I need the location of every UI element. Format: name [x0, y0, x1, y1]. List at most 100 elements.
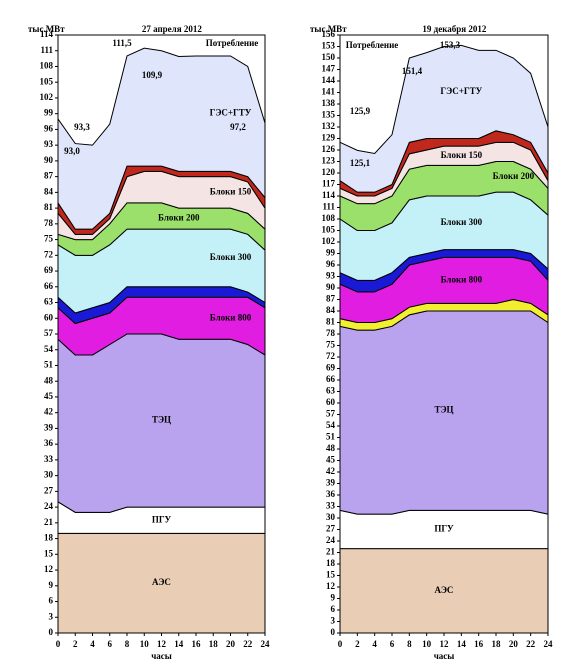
annotation: Потребление — [346, 40, 399, 50]
y-tick-label: 30 — [44, 470, 54, 480]
x-tick-label: 22 — [526, 639, 536, 649]
x-tick-label: 24 — [544, 639, 554, 649]
x-tick-label: 18 — [492, 639, 502, 649]
y-tick-label: 153 — [322, 41, 336, 51]
x-axis-label: часы — [151, 651, 172, 661]
area-label: Блоки 150 — [441, 150, 483, 160]
y-tick-label: 99 — [44, 108, 54, 118]
x-tick-label: 10 — [422, 639, 432, 649]
chart-title: 19 декабря 2012 — [422, 24, 486, 34]
y-tick-label: 123 — [322, 156, 336, 166]
y-tick-label: 54 — [326, 420, 336, 430]
y-tick-label: 93 — [326, 271, 336, 281]
annotation: 153,3 — [440, 40, 461, 50]
area-label: Блоки 200 — [493, 171, 535, 181]
y-tick-label: 15 — [44, 548, 54, 558]
y-tick-label: 84 — [44, 186, 54, 196]
x-tick-label: 0 — [56, 639, 61, 649]
y-tick-label: 60 — [326, 397, 336, 407]
chart-title: 27 апреля 2012 — [142, 24, 202, 34]
x-tick-label: 10 — [140, 639, 150, 649]
y-tick-label: 114 — [322, 190, 336, 200]
y-tick-label: 33 — [326, 501, 336, 511]
area-label: ГЭС+ГТУ — [440, 86, 482, 96]
area-label: Блоки 800 — [210, 312, 252, 322]
annotation: 125,9 — [350, 106, 371, 116]
y-tick-label: 51 — [44, 360, 54, 370]
y-tick-label: 21 — [326, 547, 336, 557]
y-tick-label: 132 — [322, 121, 336, 131]
y-tick-label: 84 — [326, 305, 336, 315]
x-tick-label: 6 — [390, 639, 395, 649]
y-tick-label: 27 — [326, 524, 336, 534]
y-tick-label: 66 — [326, 374, 336, 384]
x-tick-label: 2 — [355, 639, 360, 649]
y-tick-label: 24 — [44, 501, 54, 511]
annotation: 93,0 — [64, 146, 80, 156]
y-tick-label: 12 — [44, 564, 54, 574]
y-tick-label: 111 — [322, 202, 335, 212]
annotation: Потребление — [206, 38, 259, 48]
y-tick-label: 96 — [44, 123, 54, 133]
y-tick-label: 39 — [326, 478, 336, 488]
area-label: ПГУ — [434, 524, 454, 534]
y-tick-label: 99 — [326, 248, 336, 258]
y-tick-label: 12 — [326, 581, 336, 591]
y-tick-label: 27 — [44, 485, 54, 495]
annotation: 97,2 — [230, 122, 246, 132]
y-tick-label: 150 — [322, 52, 336, 62]
y-tick-label: 9 — [49, 580, 54, 590]
y-tick-label: 3 — [331, 616, 336, 626]
y-tick-label: 6 — [49, 596, 54, 606]
area-label: ТЭЦ — [434, 405, 453, 415]
y-tick-label: 69 — [326, 363, 336, 373]
annotation: 93,3 — [74, 122, 90, 132]
annotation: 125,1 — [350, 158, 371, 168]
y-tick-label: 36 — [326, 489, 336, 499]
y-tick-label: 63 — [326, 386, 336, 396]
y-tick-label: 138 — [322, 98, 336, 108]
y-tick-label: 72 — [326, 351, 336, 361]
y-tick-label: 105 — [322, 225, 336, 235]
y-tick-label: 24 — [326, 535, 336, 545]
y-tick-label: 69 — [44, 265, 54, 275]
x-tick-label: 16 — [192, 639, 202, 649]
area-label: АЭС — [435, 585, 454, 595]
x-axis-label: часы — [434, 651, 455, 661]
y-tick-label: 108 — [40, 61, 54, 71]
x-tick-label: 4 — [90, 639, 95, 649]
y-tick-label: 81 — [44, 202, 54, 212]
y-tick-label: 147 — [322, 64, 336, 74]
y-tick-label: 114 — [40, 29, 54, 39]
area-label: Блоки 300 — [441, 217, 483, 227]
y-tick-label: 18 — [326, 558, 336, 568]
y-axis-label: тыс.МВт — [310, 24, 347, 34]
y-tick-label: 63 — [44, 297, 54, 307]
y-tick-label: 117 — [322, 179, 336, 189]
x-tick-label: 20 — [226, 639, 236, 649]
y-tick-label: 60 — [44, 312, 54, 322]
y-tick-label: 66 — [44, 281, 54, 291]
y-tick-label: 57 — [326, 409, 336, 419]
y-tick-label: 96 — [326, 259, 336, 269]
annotation: 111,5 — [112, 38, 132, 48]
y-tick-label: 144 — [322, 75, 336, 85]
x-tick-label: 8 — [407, 639, 412, 649]
y-axis-label: тыс.МВт — [28, 24, 65, 34]
y-tick-label: 75 — [326, 340, 336, 350]
y-tick-label: 81 — [326, 317, 336, 327]
area-label: ПГУ — [152, 514, 172, 524]
area-label: Блоки 800 — [441, 274, 483, 284]
y-tick-label: 30 — [326, 512, 336, 522]
y-tick-label: 6 — [331, 604, 336, 614]
x-tick-label: 20 — [509, 639, 519, 649]
y-tick-label: 78 — [326, 328, 336, 338]
y-tick-label: 48 — [44, 375, 54, 385]
y-tick-label: 18 — [44, 533, 54, 543]
y-tick-label: 87 — [44, 171, 54, 181]
area-label: АЭС — [152, 577, 171, 587]
annotation: 151,4 — [402, 66, 423, 76]
area-label: Блоки 150 — [210, 186, 252, 196]
y-tick-label: 3 — [49, 611, 54, 621]
